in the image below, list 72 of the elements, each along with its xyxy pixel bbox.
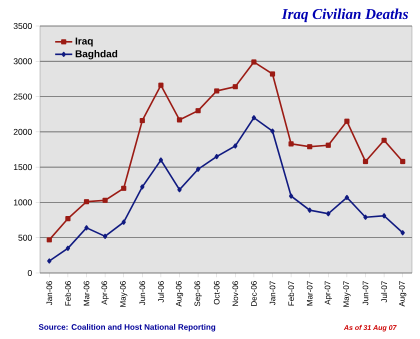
x-tick-label: Feb-06 [64, 281, 71, 306]
point [66, 246, 70, 251]
point [270, 71, 276, 77]
point [196, 166, 200, 172]
legend-label: Iraq [76, 38, 93, 47]
y-tick-label: 1000 [14, 199, 32, 206]
point [65, 216, 71, 222]
point [84, 225, 89, 230]
x-tick-label: Aug-06 [176, 281, 184, 307]
point [308, 208, 312, 213]
point [288, 193, 294, 199]
x-tick-label: Oct-06 [214, 281, 220, 304]
point [140, 118, 145, 124]
x-tick-label: Dec-06 [251, 281, 257, 306]
point [307, 144, 312, 150]
y-tick-label: 500 [18, 234, 32, 241]
point [47, 258, 52, 264]
point [400, 230, 405, 236]
x-tick-label: Jun-07 [362, 281, 368, 306]
point [158, 82, 164, 88]
x-tick-label: Apr-07 [324, 281, 332, 305]
point [158, 157, 164, 163]
x-tick-label: Nov-06 [232, 281, 238, 306]
x-tick-label: May-06 [120, 281, 128, 307]
y-tick-label: 0 [28, 270, 32, 276]
y-tick-label: 2500 [14, 94, 32, 100]
x-tick-label: Mar-06 [84, 281, 90, 306]
point [214, 154, 219, 160]
point [381, 138, 387, 143]
x-tick-label: Jan-06 [46, 281, 52, 306]
x-tick-label: Feb-07 [288, 281, 294, 306]
x-tick-label: Jul-07 [381, 281, 388, 302]
point [196, 108, 201, 114]
point [177, 187, 182, 192]
y-tick-label: 1500 [14, 164, 32, 170]
point [102, 198, 108, 203]
y-tick-label: 3500 [14, 22, 32, 29]
point [344, 194, 350, 200]
point [252, 115, 256, 120]
point [233, 143, 238, 149]
point [84, 199, 90, 204]
point [344, 118, 350, 124]
x-tick-label: Jul-06 [158, 281, 164, 302]
point [46, 237, 52, 242]
chart-title: Iraq Civilian Deaths [282, 8, 408, 22]
x-tick-label: Mar-07 [306, 281, 313, 306]
point [326, 142, 331, 148]
point [326, 211, 330, 216]
x-tick-label: May-07 [343, 281, 351, 307]
y-tick-label: 3000 [14, 58, 32, 64]
point [121, 186, 126, 191]
point [251, 59, 256, 65]
point [288, 141, 294, 146]
point [400, 158, 406, 164]
x-tick-label: Aug-07 [399, 281, 406, 307]
x-tick-label: Jan-07 [270, 281, 276, 306]
point [232, 84, 238, 90]
point [102, 234, 108, 239]
point [140, 184, 144, 190]
legend-label: Baghdad [76, 50, 118, 60]
point [176, 117, 182, 122]
x-tick-label: Apr-06 [101, 281, 109, 305]
source-note: Source: Coalition and Host National Reporting [38, 324, 216, 332]
point [270, 128, 275, 134]
point [382, 213, 386, 218]
point [363, 214, 368, 220]
x-tick-label: Jun-06 [139, 281, 146, 306]
point [122, 220, 126, 225]
x-tick-label: Sep-06 [194, 281, 202, 306]
point [362, 158, 368, 164]
y-tick-label: 2000 [14, 128, 32, 135]
point [214, 88, 220, 94]
